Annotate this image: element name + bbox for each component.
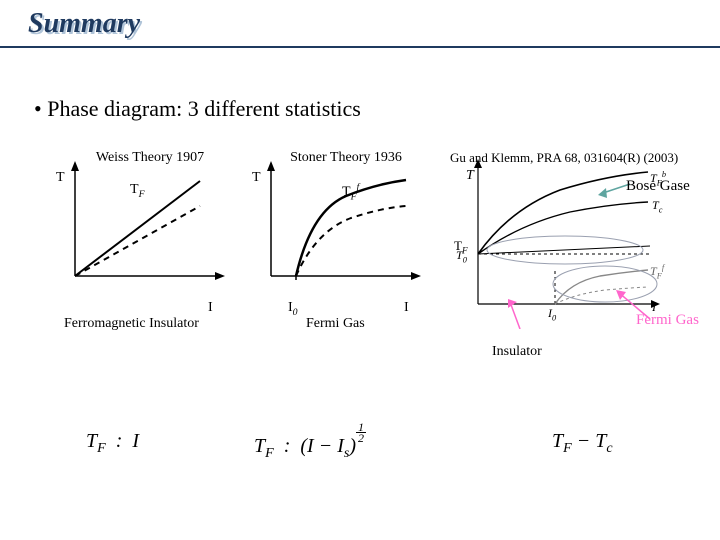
formula-weiss: TF : I [86, 430, 139, 457]
plot3-tf: TF [454, 238, 468, 256]
title-text: Summary [28, 8, 140, 39]
plot3-tff: TFf [650, 263, 664, 280]
plot3-ylabel: T [466, 168, 474, 184]
header-rule [0, 46, 720, 48]
plot2-curve-label: TFf [342, 182, 359, 202]
plot1-xlabel: I [208, 300, 213, 316]
plot3-bose-label: Bose Gase [626, 178, 690, 195]
plot2-svg [256, 156, 426, 296]
plot-weiss: Weiss Theory 1907 T TF I Ferromagnetic I… [60, 150, 240, 301]
plot1-title: Weiss Theory 1907 [60, 150, 240, 166]
bullet-text: • Phase diagram: 3 different statistics [34, 96, 361, 122]
plot3-fermi-label: Fermi Gas [636, 312, 699, 329]
plot2-xlabel: I [404, 300, 409, 316]
plot1-curve-label: TF [130, 182, 145, 200]
plot2-x0label: I0 [288, 300, 298, 318]
header: Summary Summary [0, 0, 720, 48]
plot-guklemm: Gu and Klemm, PRA 68, 031604(R) (2003) [450, 150, 710, 334]
plot3-tc: Tc [652, 198, 662, 214]
formula-stoner: TF : (I − Is)12 [254, 422, 366, 462]
formula-guklemm: TF − Tc [552, 430, 613, 457]
plot3-title: Gu and Klemm, PRA 68, 031604(R) (2003) [450, 150, 710, 166]
plot1-caption: Ferromagnetic Insulator [64, 316, 199, 332]
slide-title: Summary Summary [0, 0, 720, 42]
plot2-caption: Fermi Gas [306, 316, 365, 332]
plot3-insulator-label: Insulator [492, 344, 542, 360]
plot-stoner: Stoner Theory 1936 T TFf I0 I Fermi Gas [256, 150, 436, 301]
plot1-ylabel: T [56, 170, 65, 186]
plot2-ylabel: T [252, 170, 261, 186]
slide: Summary Summary • Phase diagram: 3 diffe… [0, 0, 720, 540]
plot1-svg [60, 156, 230, 296]
plot2-title: Stoner Theory 1936 [256, 150, 436, 166]
plot3-i0: I0 [548, 306, 556, 322]
